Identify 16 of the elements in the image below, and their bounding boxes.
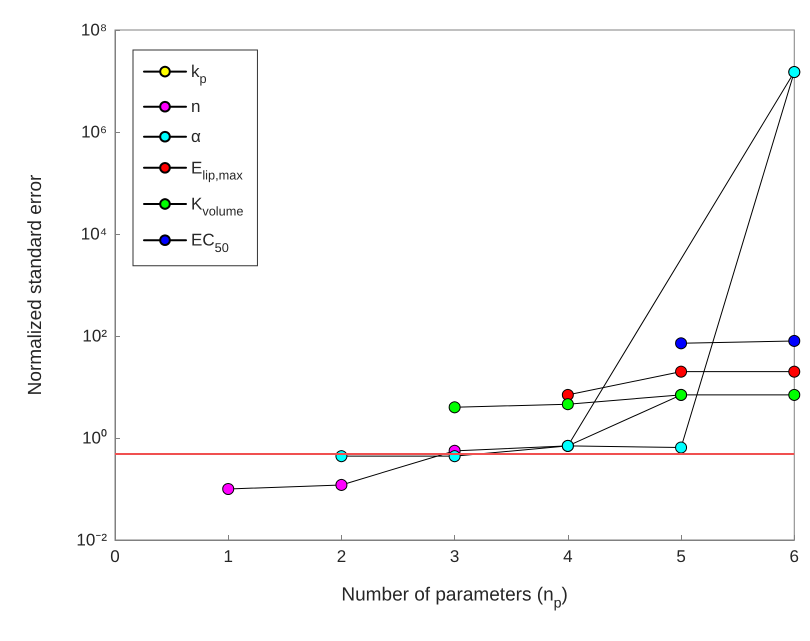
legend-label: α xyxy=(191,127,201,146)
x-tick-label: 1 xyxy=(223,547,233,566)
x-tick-label: 3 xyxy=(450,547,460,566)
y-tick-label: 10⁻² xyxy=(76,530,108,550)
y-tick-label: 10⁸ xyxy=(80,20,107,40)
x-tick-label: 0 xyxy=(110,547,120,566)
x-tick-label: 5 xyxy=(676,547,686,566)
x-tick-label: 6 xyxy=(790,547,800,566)
y-tick-label: 10⁴ xyxy=(80,224,107,244)
y-tick-label: 10⁶ xyxy=(81,122,107,142)
y-axis-title: Normalized standard error xyxy=(25,174,46,396)
x-tick-label: 2 xyxy=(336,547,346,566)
y-tick-label: 10⁰ xyxy=(82,428,107,448)
x-tick-label: 4 xyxy=(563,547,573,566)
legend-label: n xyxy=(191,97,200,116)
y-tick-label: 10² xyxy=(82,326,108,346)
